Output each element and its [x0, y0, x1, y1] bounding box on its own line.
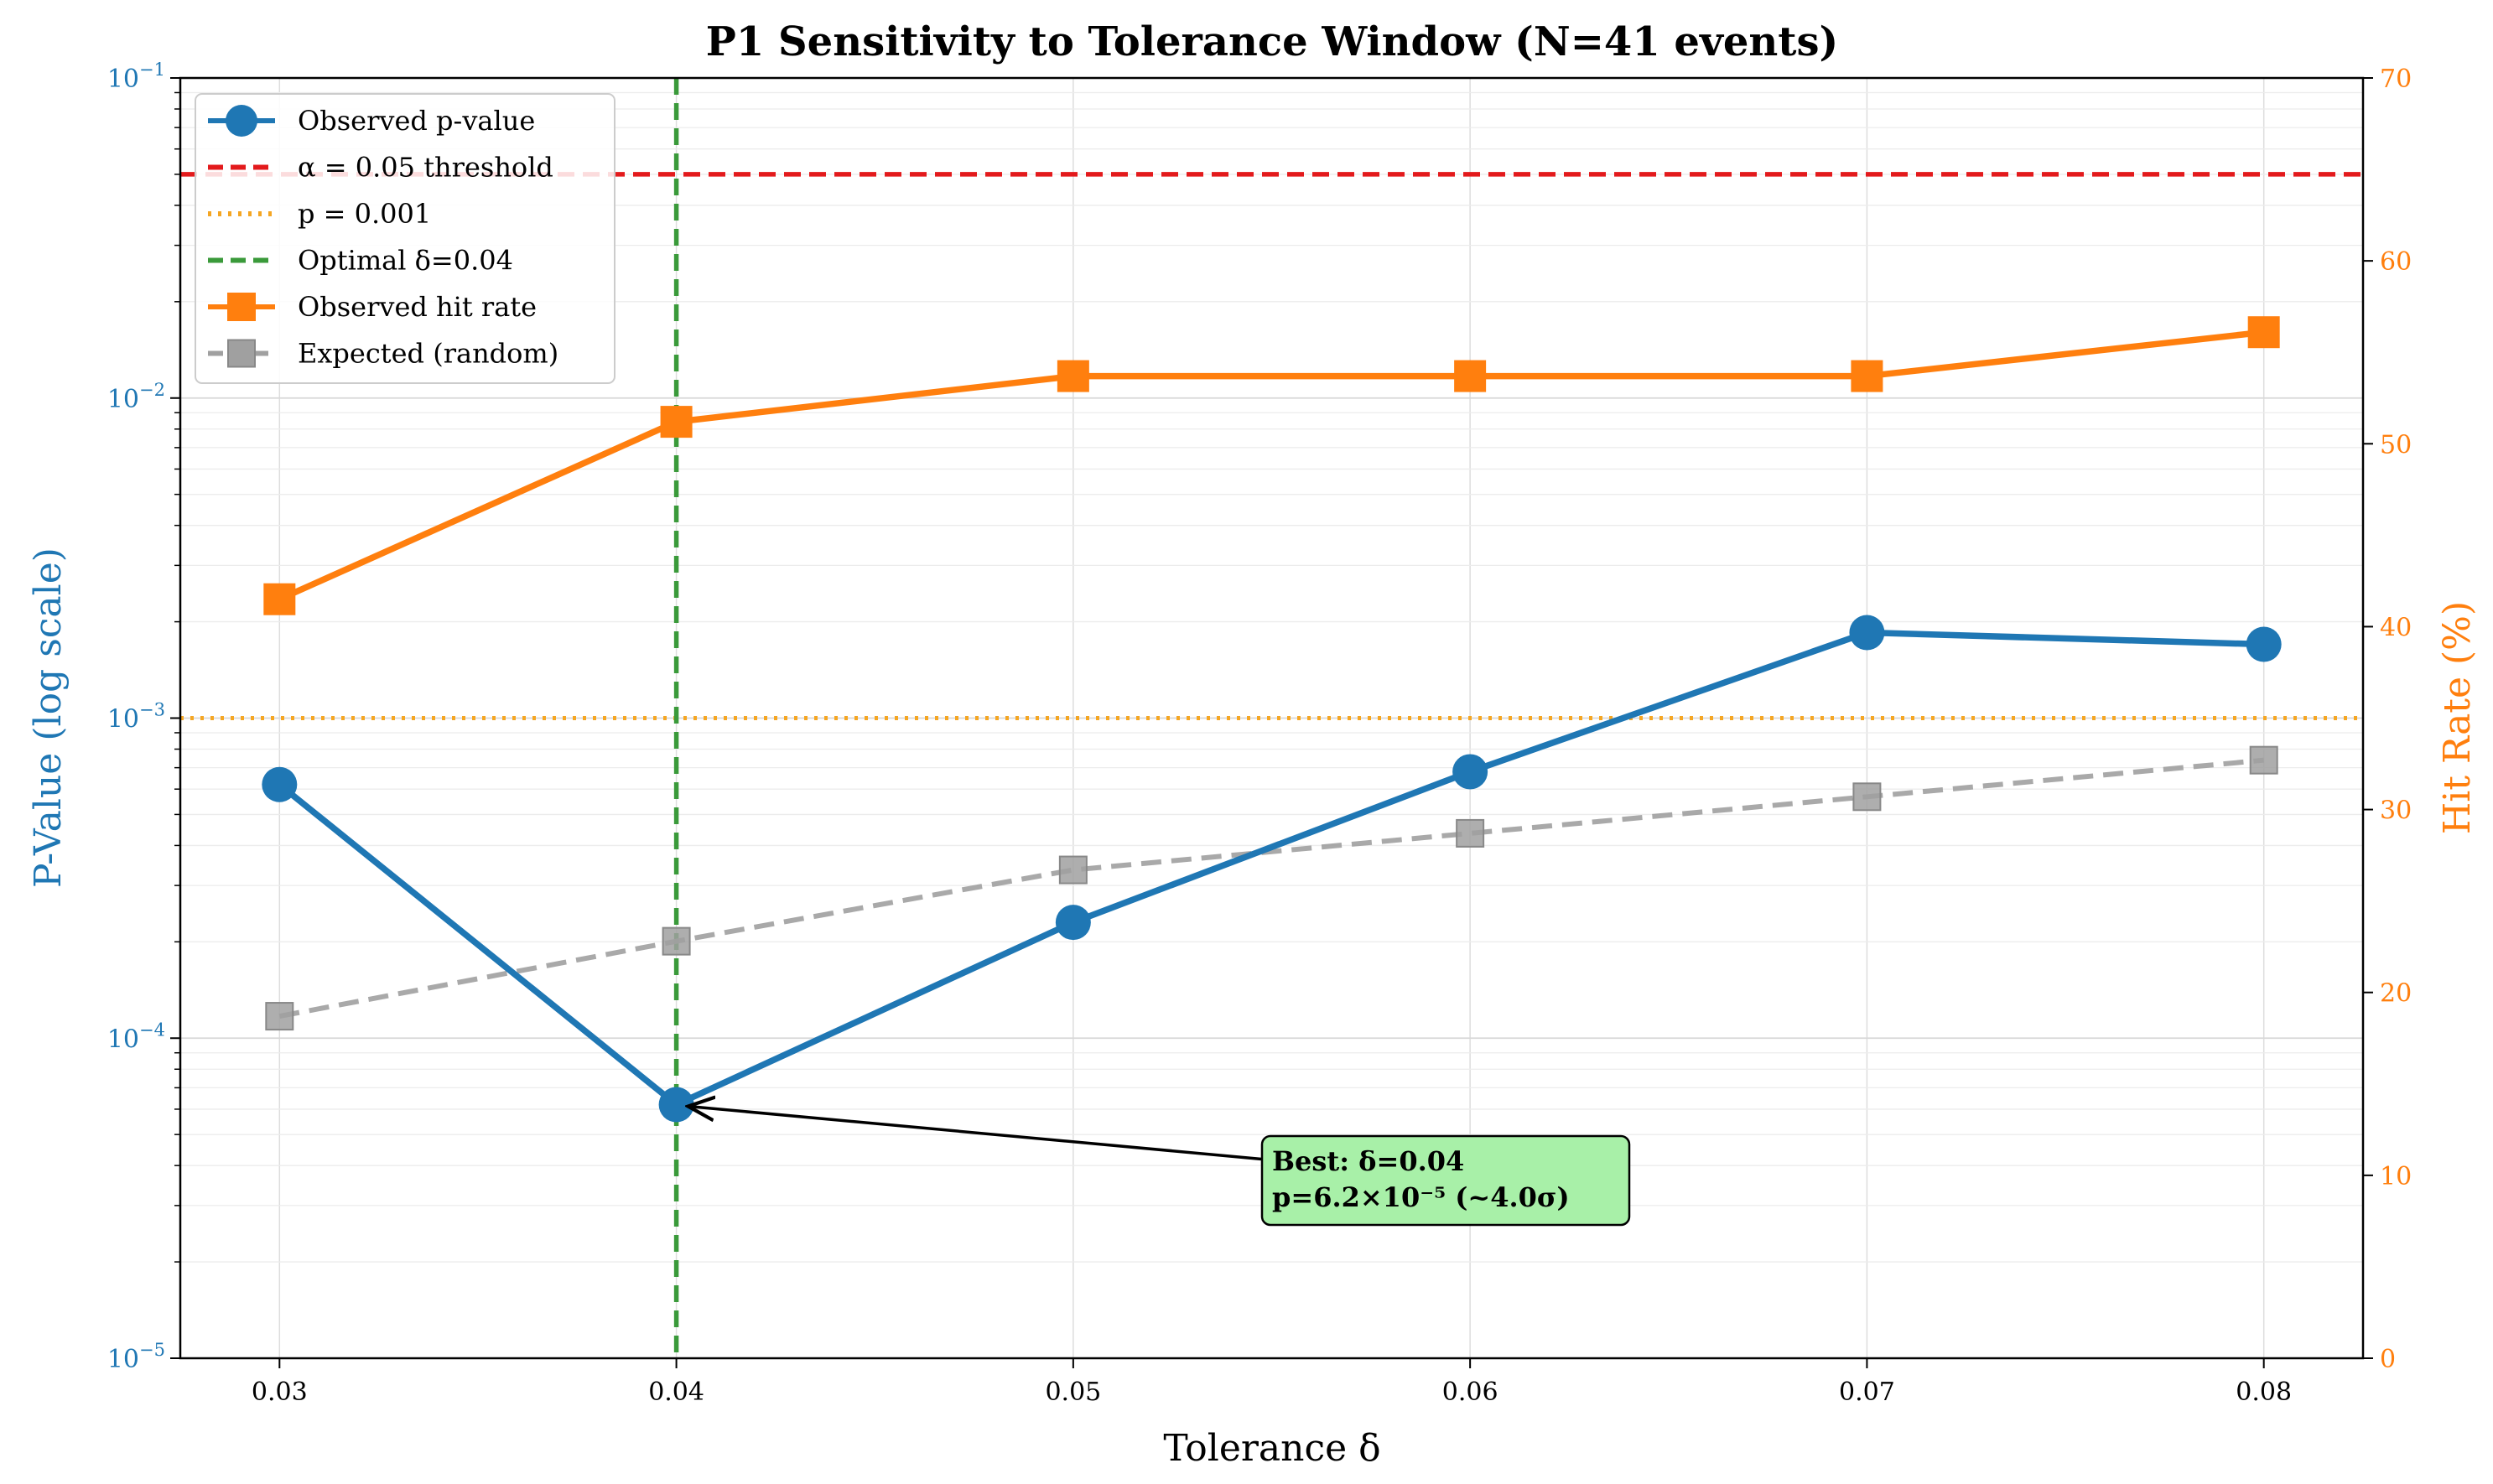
series-point-2-1	[662, 926, 691, 956]
best-annotation: Best: δ=0.04 p=6.2×10⁻⁵ (~4.0σ)	[688, 1107, 1631, 1227]
right-axis-ticks: 0 10 20 30 40 50 60 70	[2363, 65, 2412, 1374]
legend-swatch-marker-5	[227, 339, 256, 368]
series-point-0-0	[262, 766, 298, 802]
right-tick-label-5: 50	[2380, 430, 2412, 459]
x-axis-ticks: 0.03 0.04 0.05 0.06 0.07 0.08	[252, 1358, 2292, 1407]
series-point-2-4	[1852, 782, 1882, 812]
right-tick-label-6: 60	[2380, 247, 2412, 277]
legend-entry-1: α = 0.05 threshold	[208, 152, 553, 184]
legend-entry-2: p = 0.001	[208, 198, 431, 230]
legend-label-0: Observed p-value	[298, 105, 535, 137]
x-tick-label-2: 0.05	[1045, 1378, 1101, 1407]
series-point-2-0	[265, 1002, 294, 1031]
series-point-0-5	[2246, 626, 2282, 662]
series-line-0	[277, 629, 2264, 1108]
legend-label-3: Optimal δ=0.04	[298, 245, 513, 277]
series-point-1-4	[1851, 360, 1883, 392]
right-tick-label-1: 10	[2380, 1162, 2412, 1191]
x-tick-label-3: 0.06	[1442, 1378, 1498, 1407]
legend-entry-0: Observed p-value	[208, 105, 535, 137]
series-layer	[262, 316, 2282, 1123]
annotation-box	[1260, 1134, 1631, 1227]
series-point-1-3	[1454, 360, 1487, 392]
series-point-0-2	[1055, 905, 1091, 941]
left-axis-ticks: 10−1 10−2 10−3 10−4 10−5	[107, 60, 180, 1374]
legend: Observed p-value α = 0.05 threshold p = 0.…	[195, 93, 615, 384]
left-axis-label: P-Value (log scale)	[27, 547, 70, 888]
series-point-2-3	[1456, 818, 1485, 848]
right-tick-label-0: 0	[2380, 1345, 2396, 1374]
annotation-line-2: p=6.2×10⁻⁵ (~4.0σ)	[1272, 1181, 1570, 1213]
right-axis-label: Hit Rate (%)	[2436, 601, 2479, 834]
right-tick-label-4: 40	[2380, 613, 2412, 642]
left-tick-label-3: 10−4	[107, 1020, 165, 1054]
series-point-1-2	[1057, 360, 1089, 392]
legend-swatch-marker-4	[227, 293, 256, 321]
x-tick-label-4: 0.07	[1839, 1378, 1895, 1407]
right-tick-label-7: 70	[2380, 65, 2412, 94]
series-point-2-2	[1058, 855, 1088, 885]
series-point-1-1	[660, 406, 693, 438]
series-point-2-5	[2249, 745, 2278, 775]
legend-entry-4: Observed hit rate	[208, 291, 537, 323]
series-2	[265, 745, 2278, 1031]
series-point-1-0	[263, 583, 296, 615]
right-tick-label-2: 20	[2380, 979, 2412, 1009]
series-0	[262, 615, 2282, 1123]
series-line-1	[278, 329, 2265, 603]
series-point-0-4	[1849, 615, 1885, 651]
series-line-2	[278, 757, 2264, 1020]
x-axis-label: Tolerance δ	[1163, 1427, 1380, 1470]
series-point-0-1	[658, 1087, 694, 1123]
right-tick-label-3: 30	[2380, 796, 2412, 826]
series-point-1-5	[2247, 316, 2280, 349]
annotation-arrow	[688, 1107, 1267, 1161]
left-tick-label-2: 10−3	[107, 700, 165, 734]
legend-entry-3: Optimal δ=0.04	[208, 245, 513, 277]
legend-frame	[195, 93, 615, 384]
x-tick-label-0: 0.03	[252, 1378, 308, 1407]
legend-label-4: Observed hit rate	[298, 291, 537, 323]
left-tick-label-4: 10−5	[107, 1340, 165, 1374]
annotation-line-1: Best: δ=0.04	[1272, 1145, 1464, 1177]
x-tick-label-1: 0.04	[648, 1378, 704, 1407]
legend-entry-5: Expected (random)	[208, 338, 558, 370]
series-point-0-3	[1452, 754, 1488, 790]
left-tick-label-0: 10−1	[107, 60, 165, 94]
chart-title: P1 Sensitivity to Tolerance Window (N=41…	[706, 18, 1838, 65]
legend-label-5: Expected (random)	[298, 338, 558, 370]
legend-label-2: p = 0.001	[298, 198, 431, 230]
legend-label-1: α = 0.05 threshold	[298, 152, 553, 184]
left-tick-label-1: 10−2	[107, 380, 165, 414]
legend-swatch-marker-0	[226, 105, 257, 137]
series-1	[263, 316, 2280, 615]
x-tick-label-5: 0.08	[2236, 1378, 2292, 1407]
